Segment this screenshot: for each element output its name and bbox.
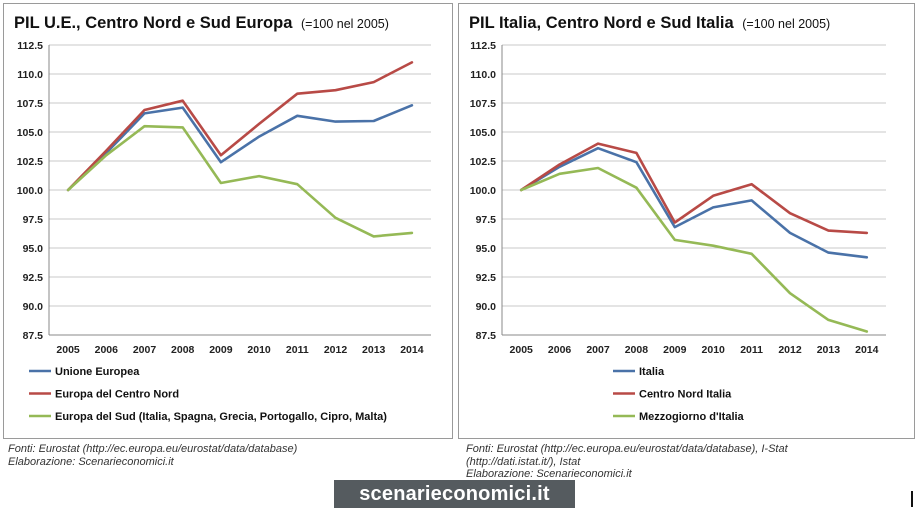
legend-label: Europa del Sud (Italia, Spagna, Grecia, … [55, 411, 387, 423]
series-line [66, 61, 414, 192]
series-line [519, 146, 869, 259]
x-tick-label: 2008 [171, 344, 195, 356]
x-tick-label: 2007 [586, 344, 610, 356]
y-tick-label: 107.5 [470, 98, 496, 110]
y-tick-label: 102.5 [17, 156, 43, 168]
legend-label: Europa del Centro Nord [55, 389, 179, 401]
source-line: Fonti: Eurostat (http://ec.europa.eu/eur… [8, 443, 298, 455]
source-line: Fonti: Eurostat (http://ec.europa.eu/eur… [466, 443, 788, 455]
x-tick-label: 2014 [855, 344, 879, 356]
legend-label: Italia [639, 366, 665, 378]
y-tick-label: 92.5 [23, 272, 44, 284]
legend-label: Unione Europea [55, 366, 140, 378]
x-tick-label: 2006 [548, 344, 572, 356]
y-tick-label: 102.5 [470, 156, 496, 168]
source-note-right: Fonti: Eurostat (http://ec.europa.eu/eur… [466, 443, 906, 481]
chart-title: PIL U.E., Centro Nord e Sud Europa (=100… [14, 14, 389, 33]
y-tick-label: 90.0 [23, 301, 44, 313]
x-tick-label: 2007 [133, 344, 157, 356]
y-tick-label: 97.5 [476, 214, 497, 226]
chart-title-text: PIL U.E., Centro Nord e Sud Europa [14, 14, 293, 32]
y-tick-label: 110.0 [470, 69, 496, 81]
text-cursor [911, 491, 913, 507]
chart-subtitle: (=100 nel 2005) [300, 17, 389, 31]
chart-panel-right: PIL Italia, Centro Nord e Sud Italia (=1… [458, 3, 915, 439]
chart-title: PIL Italia, Centro Nord e Sud Italia (=1… [469, 14, 830, 33]
brand-banner: scenarieconomici.it [334, 480, 575, 508]
x-tick-label: 2009 [663, 344, 687, 356]
y-tick-label: 87.5 [476, 330, 497, 342]
x-tick-label: 2009 [209, 344, 233, 356]
series-line [66, 124, 414, 238]
source-note-left: Fonti: Eurostat (http://ec.europa.eu/eur… [8, 443, 448, 468]
y-tick-label: 97.5 [23, 214, 44, 226]
y-tick-label: 105.0 [17, 127, 43, 139]
y-tick-label: 112.5 [17, 40, 43, 52]
chart-panel-left: PIL U.E., Centro Nord e Sud Europa (=100… [3, 3, 453, 439]
line-chart-europe: 87.5 90.0 92.5 95.0 97.5 100.0 102.5 105.0 107.5… [17, 40, 431, 423]
source-line: (http://dati.istat.it/), Istat [466, 455, 581, 468]
y-tick-label: 95.0 [476, 243, 497, 255]
x-tick-label: 2011 [286, 344, 309, 356]
y-tick-label: 92.5 [476, 272, 497, 284]
x-tick-label: 2013 [817, 344, 841, 356]
y-tick-label: 90.0 [476, 301, 497, 313]
y-tick-label: 87.5 [23, 330, 44, 342]
chart-subtitle: (=100 nel 2005) [742, 17, 831, 31]
chart-title-text: PIL Italia, Centro Nord e Sud Italia [469, 14, 734, 32]
x-tick-label: 2014 [400, 344, 424, 356]
x-tick-label: 2006 [95, 344, 119, 356]
x-tick-label: 2005 [510, 344, 534, 356]
series-line [66, 104, 414, 192]
legend-label: Centro Nord Italia [639, 389, 732, 401]
x-tick-label: 2005 [56, 344, 80, 356]
x-tick-label: 2012 [778, 344, 802, 356]
x-tick-label: 2013 [362, 344, 386, 356]
y-tick-label: 100.0 [17, 185, 43, 197]
series-line [519, 166, 869, 333]
x-tick-label: 2010 [702, 344, 726, 356]
x-tick-label: 2012 [324, 344, 348, 356]
x-tick-label: 2010 [247, 344, 271, 356]
source-line: Elaborazione: Scenarieconomici.it [8, 455, 174, 468]
x-tick-label: 2011 [740, 344, 763, 356]
y-tick-label: 100.0 [470, 185, 496, 197]
line-chart-italy: 87.5 90.0 92.5 95.0 97.5 100.0 102.5 105.0 107.5… [470, 40, 886, 423]
y-tick-label: 105.0 [470, 127, 496, 139]
x-tick-label: 2008 [625, 344, 649, 356]
y-tick-label: 112.5 [470, 40, 496, 52]
legend-label: Mezzogiorno d'Italia [639, 411, 745, 423]
y-tick-label: 110.0 [17, 69, 43, 81]
source-line: Elaborazione: Scenarieconomici.it [466, 468, 632, 480]
y-tick-label: 107.5 [17, 98, 43, 110]
y-tick-label: 95.0 [23, 243, 44, 255]
series-line [519, 142, 869, 235]
